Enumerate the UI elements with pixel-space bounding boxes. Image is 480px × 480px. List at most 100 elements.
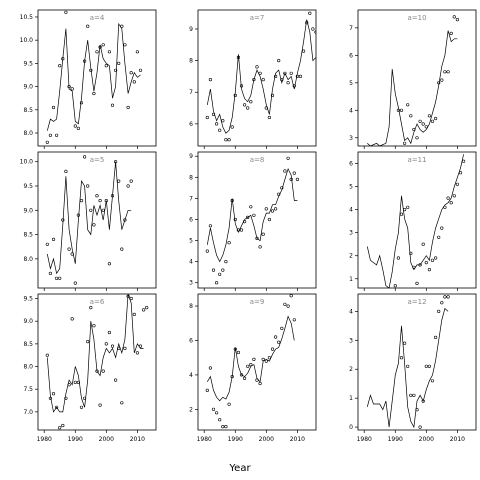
data-point xyxy=(427,364,432,368)
data-point xyxy=(258,245,262,249)
data-point xyxy=(283,169,287,173)
data-point xyxy=(255,65,259,69)
y-tick-label: 7 xyxy=(189,195,193,202)
data-point xyxy=(98,45,102,49)
data-point xyxy=(424,261,428,265)
data-point xyxy=(107,262,111,266)
data-point xyxy=(255,236,259,240)
y-tick-label: 4 xyxy=(349,308,353,315)
data-point xyxy=(205,115,209,120)
data-point xyxy=(280,186,284,190)
data-point xyxy=(64,10,68,14)
data-point xyxy=(76,380,80,385)
data-point xyxy=(403,141,407,145)
x-tick-label: 2000 xyxy=(259,436,274,443)
data-point xyxy=(61,57,65,61)
data-point xyxy=(101,369,105,373)
data-point xyxy=(211,112,216,116)
data-point xyxy=(73,124,77,128)
data-point xyxy=(132,312,136,317)
y-tick-label: 7.0 xyxy=(23,409,33,416)
panel-frame xyxy=(357,293,477,431)
y-tick-label: 1 xyxy=(349,276,353,283)
data-point xyxy=(437,81,441,85)
data-point xyxy=(120,247,124,251)
data-point xyxy=(123,218,127,222)
y-tick-label: 9 xyxy=(189,153,193,160)
data-point xyxy=(280,326,284,331)
data-point xyxy=(409,251,413,255)
data-point xyxy=(218,128,222,132)
data-point xyxy=(452,15,456,19)
y-tick-label: 6 xyxy=(189,216,193,223)
y-tick-label: 8 xyxy=(189,174,193,181)
data-point xyxy=(236,228,240,232)
y-tick-label: 9.5 xyxy=(23,60,33,67)
y-tick-label: 5 xyxy=(349,184,353,191)
y-tick-label: 4 xyxy=(189,259,193,266)
panel-title: a=4 xyxy=(90,14,105,22)
data-point xyxy=(434,116,438,121)
data-point xyxy=(218,418,222,422)
x-tick-label: 1980 xyxy=(37,436,52,443)
data-point xyxy=(86,24,90,28)
data-point xyxy=(233,93,237,97)
data-point xyxy=(261,357,265,362)
y-tick-label: 10.0 xyxy=(20,37,34,44)
data-point xyxy=(64,396,68,400)
y-tick-label: 7 xyxy=(189,89,193,96)
data-point xyxy=(79,101,84,105)
data-point xyxy=(305,21,309,25)
data-point xyxy=(67,247,71,251)
data-point xyxy=(45,140,49,144)
y-tick-label: 9.5 xyxy=(23,296,33,303)
y-tick-label: 5 xyxy=(189,238,193,245)
data-point xyxy=(79,199,84,203)
data-point xyxy=(123,346,127,351)
data-point xyxy=(104,342,108,346)
data-point xyxy=(51,105,56,110)
y-tick-label: 8.0 xyxy=(23,364,33,371)
data-point xyxy=(54,276,59,280)
data-point xyxy=(246,106,250,110)
data-point xyxy=(462,159,466,163)
series-line xyxy=(367,30,458,146)
data-point xyxy=(434,335,438,340)
data-point xyxy=(243,103,247,107)
y-tick-label: 8.0 xyxy=(23,256,33,263)
data-point xyxy=(430,258,435,262)
data-point xyxy=(92,223,96,227)
data-point xyxy=(292,318,296,322)
data-point xyxy=(233,217,237,222)
data-point xyxy=(117,61,121,66)
series-line xyxy=(206,19,316,134)
data-point xyxy=(205,388,209,393)
data-point xyxy=(58,276,62,280)
data-point xyxy=(243,376,247,381)
data-point xyxy=(120,401,124,405)
panel-title: a=7 xyxy=(250,14,265,22)
panel-a9: 2 4 6 8 1980 1990 2000 2010 a=9 xyxy=(189,293,317,443)
data-point xyxy=(292,171,296,175)
data-point xyxy=(277,340,281,344)
data-point xyxy=(399,212,404,216)
data-point xyxy=(406,103,410,107)
series-line xyxy=(46,294,144,413)
data-point xyxy=(227,402,231,406)
data-point xyxy=(261,77,265,82)
y-tick-label: 5 xyxy=(349,80,353,87)
x-tick-label: 1990 xyxy=(228,436,243,443)
data-point xyxy=(396,108,401,112)
y-tick-label: 8 xyxy=(189,58,193,65)
data-point xyxy=(443,205,447,209)
data-point xyxy=(82,59,87,63)
data-point xyxy=(412,265,416,269)
y-tick-label: 9.5 xyxy=(23,183,33,190)
x-tick-label: 1980 xyxy=(357,436,372,443)
data-point xyxy=(280,77,284,82)
data-point xyxy=(233,347,237,351)
panel-title: a=12 xyxy=(407,298,426,306)
data-point xyxy=(145,306,149,310)
data-point xyxy=(267,217,272,222)
data-point xyxy=(277,58,281,63)
